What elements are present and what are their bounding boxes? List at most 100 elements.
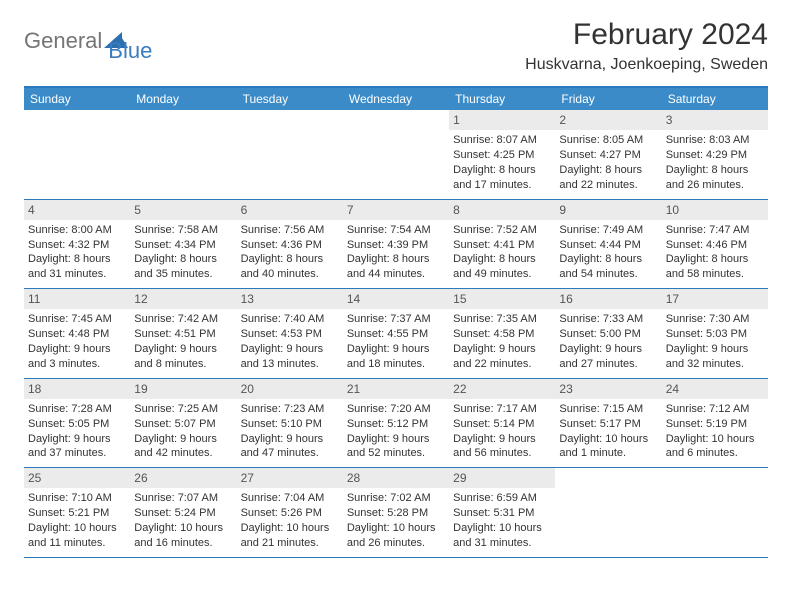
day-cell: 6Sunrise: 7:56 AMSunset: 4:36 PMDaylight… <box>237 200 343 289</box>
day-cell: 1Sunrise: 8:07 AMSunset: 4:25 PMDaylight… <box>449 110 555 199</box>
day-cell: 15Sunrise: 7:35 AMSunset: 4:58 PMDayligh… <box>449 289 555 378</box>
day-cell: 11Sunrise: 7:45 AMSunset: 4:48 PMDayligh… <box>24 289 130 378</box>
day-cell: 21Sunrise: 7:20 AMSunset: 5:12 PMDayligh… <box>343 379 449 468</box>
day-detail-sunrise: Sunrise: 8:07 AM <box>453 133 551 148</box>
day-number: 26 <box>130 468 236 488</box>
day-header-thu: Thursday <box>449 88 555 110</box>
day-number: 4 <box>24 200 130 220</box>
day-detail-sunset: Sunset: 5:00 PM <box>559 327 657 342</box>
day-detail-sunset: Sunset: 4:39 PM <box>347 238 445 253</box>
week-row: 4Sunrise: 8:00 AMSunset: 4:32 PMDaylight… <box>24 200 768 290</box>
day-detail-d1: Daylight: 8 hours <box>28 252 126 267</box>
day-number: 27 <box>237 468 343 488</box>
day-detail-sunrise: Sunrise: 7:10 AM <box>28 491 126 506</box>
day-cell: 14 Sunrise: 7:37 AMSunset: 4:55 PMDayligh… <box>343 289 449 378</box>
day-number: 17 <box>662 289 768 309</box>
day-cell: 16Sunrise: 7:33 AMSunset: 5:00 PMDayligh… <box>555 289 661 378</box>
day-number: 13 <box>237 289 343 309</box>
day-detail-d2: and 49 minutes. <box>453 267 551 282</box>
day-header-sat: Saturday <box>662 88 768 110</box>
day-detail-sunrise: Sunrise: 7:42 AM <box>134 312 232 327</box>
day-detail-sunrise: Sunrise: 7:12 AM <box>666 402 764 417</box>
day-detail-sunrise: Sunrise: 7:07 AM <box>134 491 232 506</box>
day-detail-d2: and 32 minutes. <box>666 357 764 372</box>
day-detail-sunrise: Sunrise: 7:52 AM <box>453 223 551 238</box>
day-detail-d1: Daylight: 9 hours <box>453 432 551 447</box>
day-detail-sunset: Sunset: 4:34 PM <box>134 238 232 253</box>
day-cell: 4Sunrise: 8:00 AMSunset: 4:32 PMDaylight… <box>24 200 130 289</box>
day-cell: 5Sunrise: 7:58 AMSunset: 4:34 PMDaylight… <box>130 200 236 289</box>
day-number: 29 <box>449 468 555 488</box>
day-detail-d2: and 44 minutes. <box>347 267 445 282</box>
month-title: February 2024 <box>525 18 768 52</box>
day-detail-sunset: Sunset: 5:21 PM <box>28 506 126 521</box>
day-number: 8 <box>449 200 555 220</box>
day-detail-sunset: Sunset: 4:51 PM <box>134 327 232 342</box>
day-number: 28 <box>343 468 449 488</box>
day-detail-d2: and 42 minutes. <box>134 446 232 461</box>
day-detail-sunset: Sunset: 4:55 PM <box>347 327 445 342</box>
day-detail-sunset: Sunset: 5:26 PM <box>241 506 339 521</box>
day-detail-sunset: Sunset: 4:25 PM <box>453 148 551 163</box>
day-detail-d2: and 56 minutes. <box>453 446 551 461</box>
day-detail-sunrise: Sunrise: 7:56 AM <box>241 223 339 238</box>
location-text: Huskvarna, Joenkoeping, Sweden <box>525 56 768 74</box>
day-detail-d2: and 35 minutes. <box>134 267 232 282</box>
day-detail-sunrise: Sunrise: 7:33 AM <box>559 312 657 327</box>
day-detail-d1: Daylight: 10 hours <box>453 521 551 536</box>
day-detail-d1: Daylight: 8 hours <box>559 252 657 267</box>
day-detail-d1: Daylight: 10 hours <box>28 521 126 536</box>
day-detail-d2: and 22 minutes. <box>559 178 657 193</box>
day-detail-d1: Daylight: 9 hours <box>134 342 232 357</box>
day-detail-sunset: Sunset: 4:36 PM <box>241 238 339 253</box>
day-number: 14 <box>343 289 449 309</box>
day-cell: 17Sunrise: 7:30 AMSunset: 5:03 PMDayligh… <box>662 289 768 378</box>
day-cell: 20Sunrise: 7:23 AMSunset: 5:10 PMDayligh… <box>237 379 343 468</box>
day-detail-sunrise: Sunrise: 7:04 AM <box>241 491 339 506</box>
week-row: 11Sunrise: 7:45 AMSunset: 4:48 PMDayligh… <box>24 289 768 379</box>
day-cell: 3Sunrise: 8:03 AMSunset: 4:29 PMDaylight… <box>662 110 768 199</box>
day-detail-d2: and 21 minutes. <box>241 536 339 551</box>
day-number: 9 <box>555 200 661 220</box>
day-detail-sunrise: Sunrise: 7:28 AM <box>28 402 126 417</box>
day-header-sun: Sunday <box>24 88 130 110</box>
day-detail-sunrise: Sunrise: 7:49 AM <box>559 223 657 238</box>
day-detail-sunset: Sunset: 4:53 PM <box>241 327 339 342</box>
day-header-fri: Friday <box>555 88 661 110</box>
page-header: General Blue February 2024 Huskvarna, Jo… <box>24 18 768 74</box>
day-cell: 25 Sunrise: 7:10 AMSunset: 5:21 PMDayligh… <box>24 468 130 557</box>
day-cell: 9Sunrise: 7:49 AMSunset: 4:44 PMDaylight… <box>555 200 661 289</box>
day-detail-d1: Daylight: 8 hours <box>241 252 339 267</box>
day-header-tue: Tuesday <box>237 88 343 110</box>
day-number: 1 <box>449 110 555 130</box>
day-cell: 19Sunrise: 7:25 AMSunset: 5:07 PMDayligh… <box>130 379 236 468</box>
day-detail-d1: Daylight: 10 hours <box>347 521 445 536</box>
day-number: 19 <box>130 379 236 399</box>
day-detail-d2: and 31 minutes. <box>453 536 551 551</box>
day-number: 24 <box>662 379 768 399</box>
day-detail-sunrise: Sunrise: 7:25 AM <box>134 402 232 417</box>
day-detail-d1: Daylight: 9 hours <box>559 342 657 357</box>
day-detail-sunrise: Sunrise: 6:59 AM <box>453 491 551 506</box>
day-number: 25 <box>24 468 130 488</box>
day-detail-sunset: Sunset: 5:17 PM <box>559 417 657 432</box>
day-detail-d2: and 3 minutes. <box>28 357 126 372</box>
day-detail-sunrise: Sunrise: 7:40 AM <box>241 312 339 327</box>
day-cell <box>237 110 343 199</box>
day-detail-sunrise: Sunrise: 7:37 AM <box>347 312 445 327</box>
day-cell <box>24 110 130 199</box>
day-detail-d2: and 52 minutes. <box>347 446 445 461</box>
day-detail-sunrise: Sunrise: 7:15 AM <box>559 402 657 417</box>
day-detail-d1: Daylight: 9 hours <box>347 342 445 357</box>
day-detail-sunset: Sunset: 5:28 PM <box>347 506 445 521</box>
day-detail-d2: and 31 minutes. <box>28 267 126 282</box>
day-detail-d2: and 47 minutes. <box>241 446 339 461</box>
day-cell: 23Sunrise: 7:15 AMSunset: 5:17 PMDayligh… <box>555 379 661 468</box>
day-detail-d2: and 40 minutes. <box>241 267 339 282</box>
day-detail-d2: and 22 minutes. <box>453 357 551 372</box>
day-number: 12 <box>130 289 236 309</box>
day-detail-sunset: Sunset: 4:41 PM <box>453 238 551 253</box>
day-detail-sunrise: Sunrise: 8:00 AM <box>28 223 126 238</box>
logo: General Blue <box>24 18 152 64</box>
day-detail-d2: and 54 minutes. <box>559 267 657 282</box>
